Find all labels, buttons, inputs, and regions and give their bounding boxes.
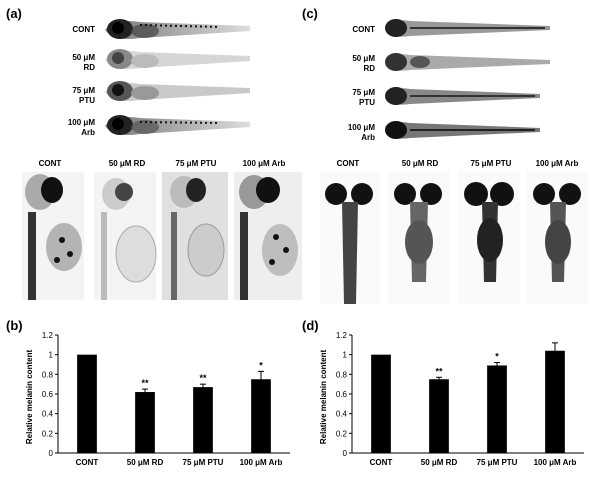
closeup-c-arb bbox=[526, 172, 588, 304]
chart-d-xlabel-3: 100 μM Arb bbox=[534, 458, 577, 467]
chart-d-xlabel-2: 75 μM PTU bbox=[477, 458, 518, 467]
closeup-label-c-0: CONT bbox=[336, 159, 360, 168]
closeup-label-c-1: 50 μM RD bbox=[401, 159, 439, 168]
chart-d-xlabel-0: CONT bbox=[370, 458, 393, 467]
chart-b-bar-3 bbox=[251, 379, 271, 453]
closeup-label-a-1: 50 μM RD bbox=[108, 159, 146, 168]
larva-c-rd bbox=[385, 53, 550, 71]
chart-b-ytick-label-4: 0.8 bbox=[42, 370, 54, 379]
chart-b-significance-2: ** bbox=[199, 373, 207, 383]
chart-d-bar-2 bbox=[487, 365, 507, 453]
chart-d-ytick-label-3: 0.6 bbox=[336, 390, 348, 399]
larva-a-arb bbox=[105, 115, 250, 135]
side-label-c-0: CONT bbox=[352, 25, 375, 34]
closeup-c-rd bbox=[388, 172, 450, 304]
larva-a-cont bbox=[105, 19, 250, 39]
chart-b-significance-1: ** bbox=[141, 378, 149, 388]
chart-d-bar-1 bbox=[429, 379, 449, 453]
chart-d-bar-0 bbox=[371, 354, 391, 453]
chart-b-yticks: 0 0.2 0.4 0.6 0.8 1 1.2 bbox=[42, 331, 58, 458]
chart-d-ytick-label-6: 1.2 bbox=[336, 331, 348, 340]
side-label-a-0: CONT bbox=[72, 25, 95, 34]
side-label-c-2: 75 μM PTU bbox=[352, 88, 375, 107]
larva-a-rd bbox=[105, 49, 250, 69]
chart-b-ytick-label-5: 1 bbox=[49, 351, 54, 360]
chart-b-bar-2 bbox=[193, 387, 213, 453]
chart-b-ytick-label-2: 0.4 bbox=[42, 410, 54, 419]
side-label-a-2: 75 μM PTU bbox=[72, 86, 95, 105]
chart-b-significance-3: * bbox=[259, 360, 263, 370]
panel-label-b: (b) bbox=[6, 318, 23, 333]
closeup-a-ptu bbox=[162, 172, 228, 300]
chart-d-significance-1: ** bbox=[435, 366, 443, 376]
chart-d-bar-3 bbox=[545, 350, 565, 453]
chart-d-significance-2: * bbox=[495, 352, 499, 362]
chart-d-bars: *** bbox=[371, 342, 565, 453]
larva-c-cont bbox=[385, 19, 550, 37]
chart-b-ylabel: Relative melanin content bbox=[25, 350, 34, 445]
larva-c-arb bbox=[385, 121, 540, 139]
chart-d-ytick-label-5: 1 bbox=[343, 351, 348, 360]
larva-c-ptu bbox=[385, 87, 540, 105]
larvae-dorsal-images bbox=[385, 19, 550, 139]
larva-a-ptu bbox=[105, 81, 250, 101]
closeup-a-cont bbox=[22, 172, 84, 300]
closeup-c-ptu bbox=[458, 172, 520, 304]
closeup-label-a-0: CONT bbox=[38, 159, 62, 168]
chart-b-xlabel-2: 75 μM PTU bbox=[183, 458, 224, 467]
chart-d-yticks: 0 0.2 0.4 0.6 0.8 1 1.2 bbox=[336, 331, 352, 458]
chart-b-bar-0 bbox=[77, 354, 97, 453]
side-label-a-1: 50 μM RD bbox=[72, 53, 95, 72]
closeup-label-c-3: 100 μM Arb bbox=[535, 159, 579, 168]
chart-b-xlabel-3: 100 μM Arb bbox=[240, 458, 283, 467]
chart-b-xlabel-1: 50 μM RD bbox=[127, 458, 164, 467]
panel-label-d: (d) bbox=[302, 318, 319, 333]
chart-d-ytick-label-1: 0.2 bbox=[336, 429, 348, 438]
chart-b-bars: ** *** bbox=[77, 354, 271, 453]
chart-b-xlabel-0: CONT bbox=[76, 458, 99, 467]
side-label-c-1: 50 μM RD bbox=[352, 54, 375, 73]
chart-b-ytick-label-0: 0 bbox=[49, 449, 54, 458]
side-label-c-3: 100 μM Arb bbox=[347, 123, 375, 142]
chart-d: Relative melanin content 0 0.2 0.4 0.6 0.8 1 1… bbox=[319, 331, 584, 467]
larvae-lateral-images bbox=[105, 19, 250, 135]
closeup-label-a-2: 75 μM PTU bbox=[175, 159, 217, 168]
chart-b-bar-1 bbox=[135, 392, 155, 453]
chart-d-xlabel-1: 50 μM RD bbox=[421, 458, 458, 467]
closeup-images-c bbox=[320, 172, 588, 304]
chart-b-ytick-label-1: 0.2 bbox=[42, 429, 54, 438]
closeup-label-a-3: 100 μM Arb bbox=[242, 159, 286, 168]
panel-label-a: (a) bbox=[6, 6, 22, 21]
chart-d-ytick-label-2: 0.4 bbox=[336, 410, 348, 419]
chart-b-ytick-label-3: 0.6 bbox=[42, 390, 54, 399]
chart-b-xlabels: CONT 50 μM RD 75 μM PTU 100 μM Arb bbox=[76, 458, 283, 467]
closeup-label-c-2: 75 μM PTU bbox=[470, 159, 512, 168]
chart-d-ylabel: Relative melanin content bbox=[319, 350, 328, 445]
closeup-a-rd bbox=[94, 172, 157, 300]
chart-d-xlabels: CONT 50 μM RD 75 μM PTU 100 μM Arb bbox=[370, 458, 577, 467]
closeup-images-a bbox=[22, 172, 302, 300]
closeup-a-arb bbox=[234, 172, 302, 300]
chart-b-ytick-label-6: 1.2 bbox=[42, 331, 54, 340]
chart-d-ytick-label-4: 0.8 bbox=[336, 370, 348, 379]
side-label-a-3: 100 μM Arb bbox=[67, 118, 95, 137]
closeup-c-cont bbox=[320, 172, 380, 304]
chart-b: Relative melanin content 0 0.2 0.4 0.6 0.8 1 1… bbox=[25, 331, 290, 467]
panel-label-c: (c) bbox=[302, 6, 318, 21]
chart-d-ytick-label-0: 0 bbox=[343, 449, 348, 458]
